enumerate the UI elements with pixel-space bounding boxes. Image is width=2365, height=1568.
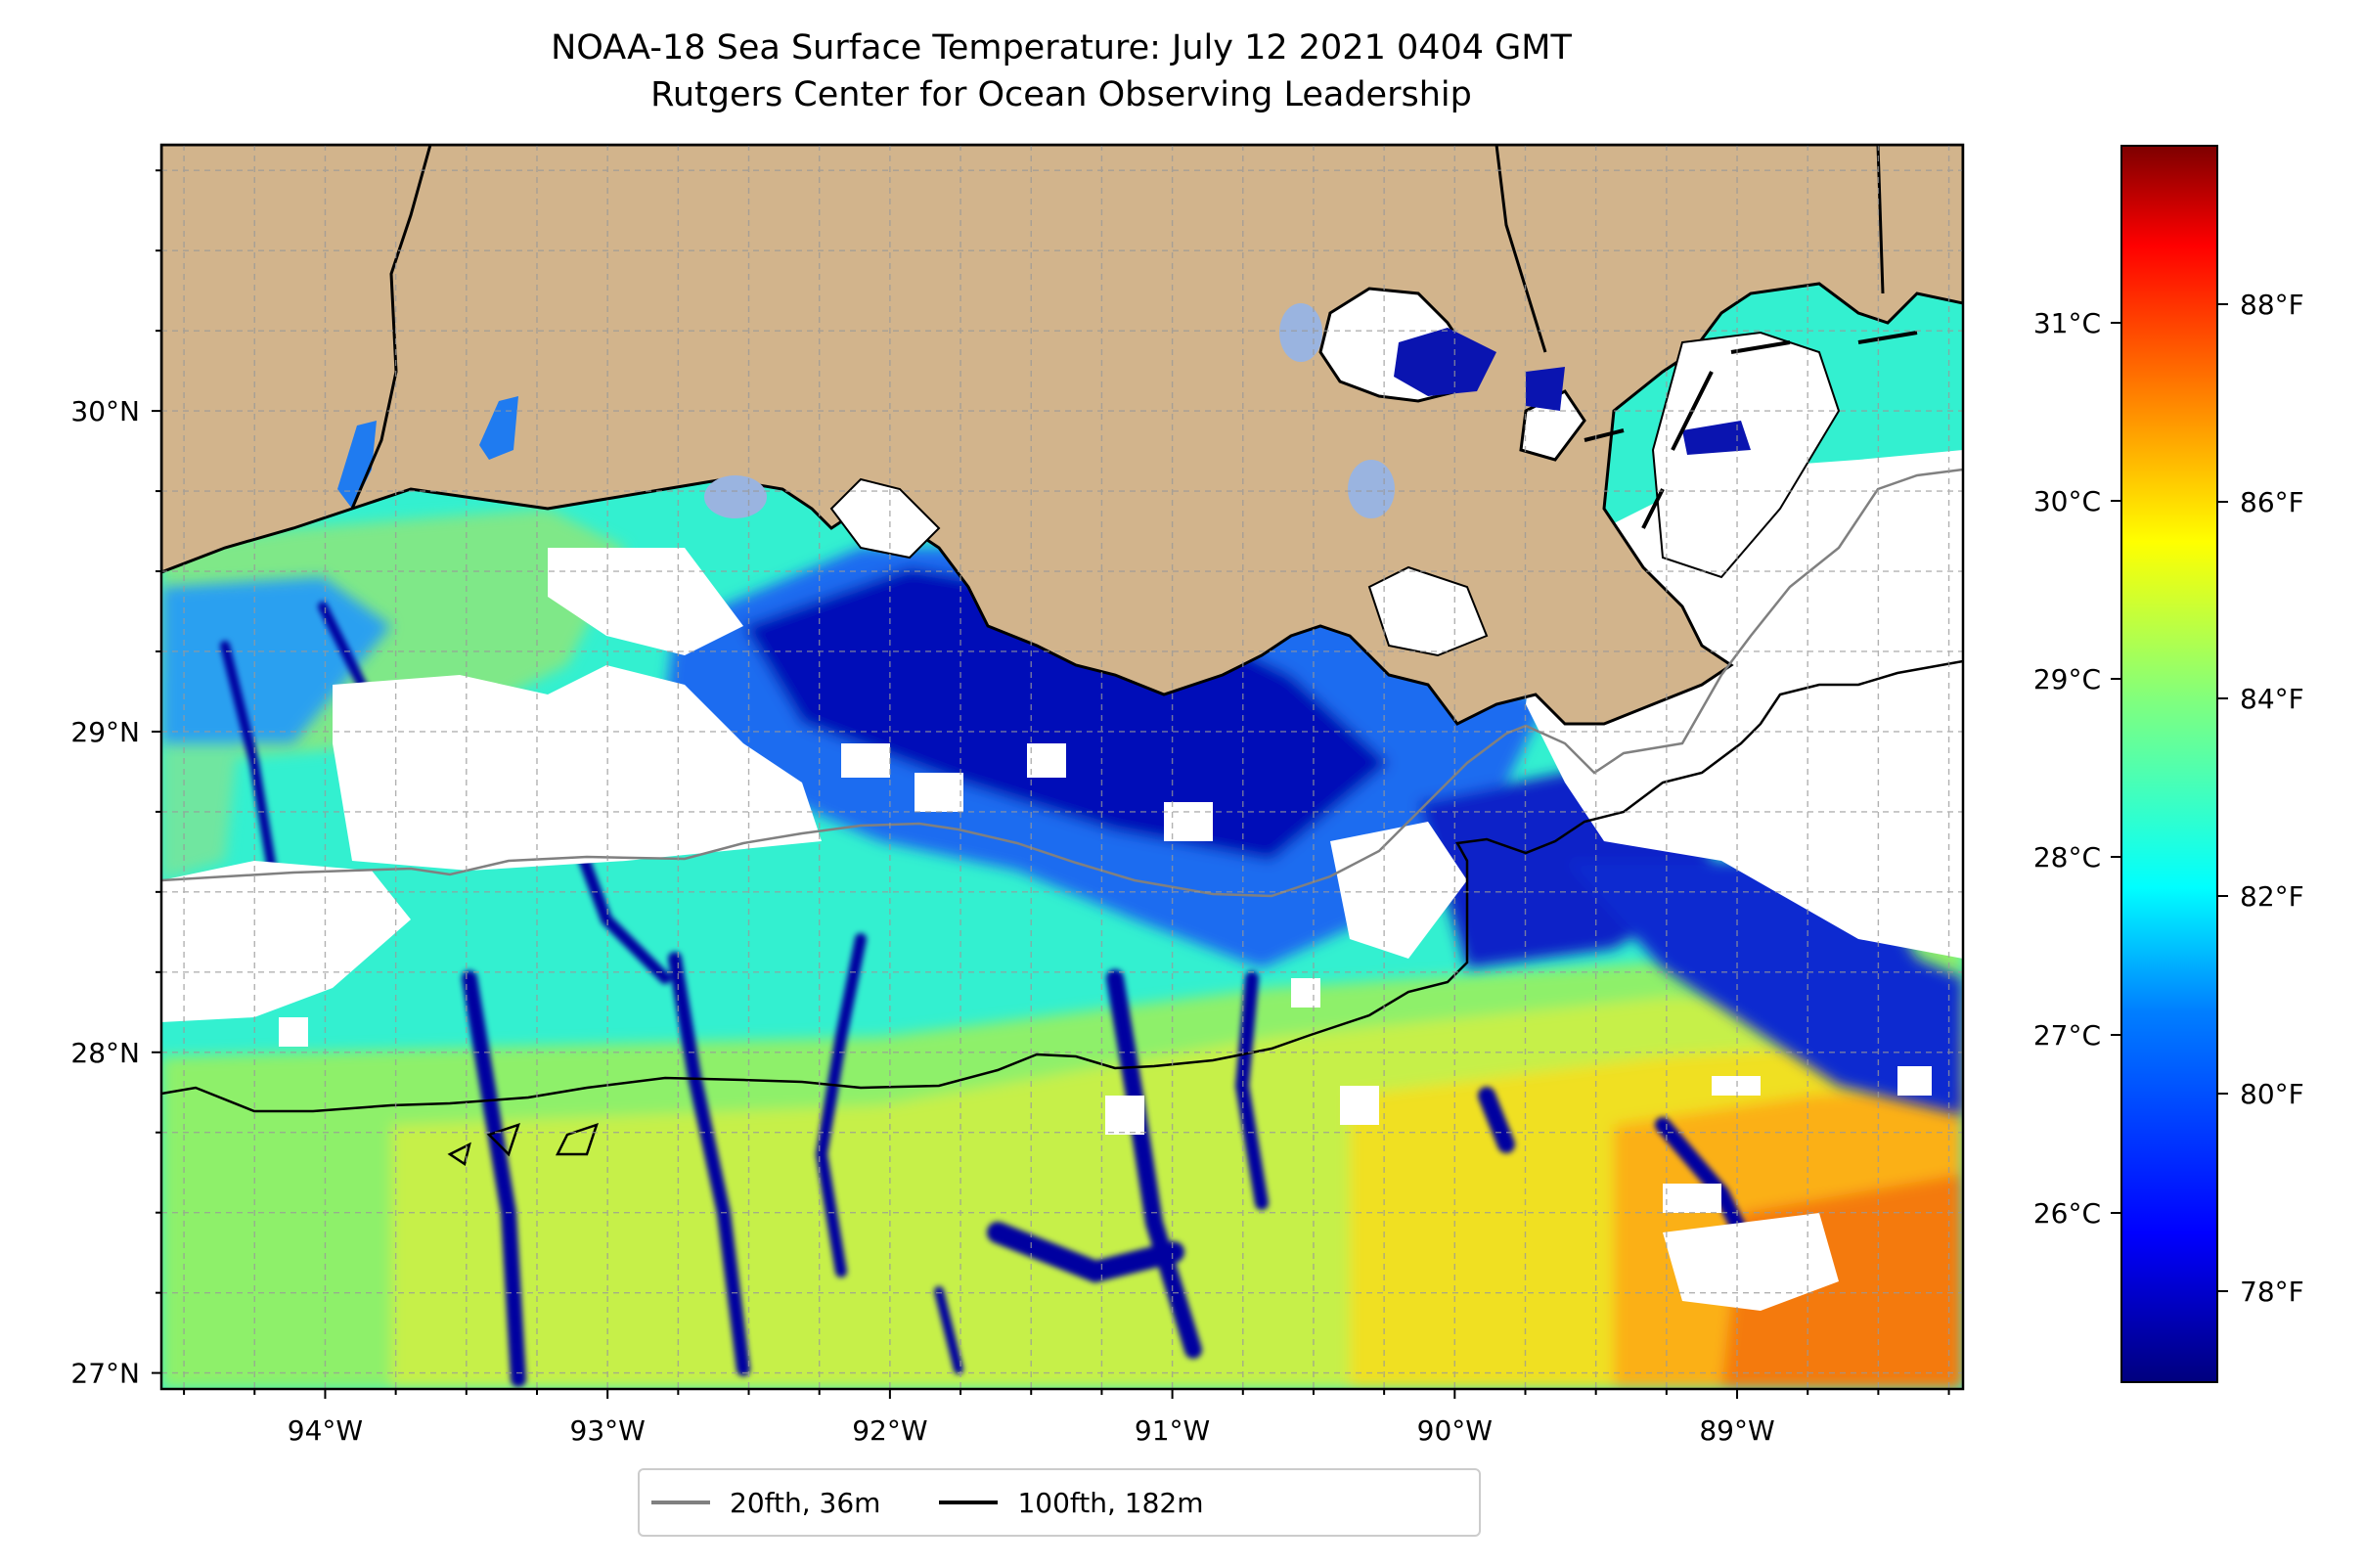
legend-label: 100fth, 182m (1017, 1486, 1204, 1519)
bank-outline (447, 1123, 599, 1167)
colorbar-celsius-axis: 31°C 30°C 29°C 28°C 27°C 26°C (2033, 307, 2120, 1230)
lat-tick-label: 28°N (70, 1037, 140, 1069)
isobath-100fth (161, 659, 1963, 1113)
celsius-tick-label: 31°C (2033, 307, 2101, 339)
lat-tick-label: 27°N (70, 1358, 140, 1390)
lon-axis: 94°W 93°W 92°W 91°W 90°W 89°W (183, 1389, 1950, 1447)
lat-tick-label: 29°N (70, 716, 140, 748)
inland-water (829, 477, 941, 560)
fahrenheit-tick-label: 78°F (2240, 1276, 2304, 1308)
lake (337, 421, 377, 509)
colorbar (2120, 145, 2218, 1383)
map-title: NOAA-18 Sea Surface Temperature: July 12… (551, 28, 1572, 67)
fahrenheit-tick-label: 88°F (2240, 289, 2304, 321)
legend-item-100fth: 100fth, 182m (939, 1486, 1204, 1519)
lon-tick-label: 90°W (1417, 1414, 1493, 1447)
lon-tick-label: 92°W (852, 1414, 927, 1447)
isobath-20fth (161, 468, 1963, 898)
lake (1682, 421, 1751, 455)
lon-tick-label: 89°W (1699, 1414, 1774, 1447)
lat-axis: 27°N 28°N 29°N 30°N (70, 169, 161, 1390)
map-subtitle: Rutgers Center for Ocean Observing Leade… (650, 75, 1472, 114)
fahrenheit-tick-label: 82°F (2240, 880, 2304, 913)
celsius-tick-label: 27°C (2033, 1019, 2101, 1052)
celsius-tick-label: 26°C (2033, 1197, 2101, 1230)
lake (1526, 367, 1565, 411)
legend-label: 20fth, 36m (730, 1486, 881, 1519)
lake (1348, 460, 1395, 518)
lon-tick-label: 94°W (288, 1414, 363, 1447)
celsius-tick-label: 28°C (2033, 841, 2101, 874)
river (1495, 145, 1547, 353)
fahrenheit-tick-label: 84°F (2240, 683, 2304, 715)
lat-tick-label: 30°N (70, 395, 140, 427)
legend-item-20fth: 20fth, 36m (651, 1487, 880, 1519)
lon-tick-label: 93°W (570, 1414, 646, 1447)
lake (704, 475, 767, 518)
map-layers (161, 145, 1963, 1389)
celsius-tick-label: 30°C (2033, 485, 2101, 517)
legend: 20fth, 36m 100fth, 182m (638, 1468, 1481, 1537)
legend-swatch-gray (651, 1501, 710, 1504)
map-frame (159, 143, 1965, 1391)
celsius-tick-label: 29°C (2033, 663, 2101, 695)
lake (1394, 328, 1496, 396)
fahrenheit-tick-label: 86°F (2240, 486, 2304, 518)
map-gridlines (161, 145, 1963, 1389)
fahrenheit-tick-label: 80°F (2240, 1078, 2304, 1110)
river (350, 145, 432, 510)
lon-tick-label: 91°W (1135, 1414, 1210, 1447)
lake (1279, 303, 1322, 362)
lake (479, 396, 518, 460)
legend-swatch-black (939, 1501, 999, 1504)
colorbar-fahrenheit-axis: 88°F 86°F 84°F 82°F 80°F 78°F (2218, 289, 2304, 1308)
inland-water (1367, 565, 1489, 657)
